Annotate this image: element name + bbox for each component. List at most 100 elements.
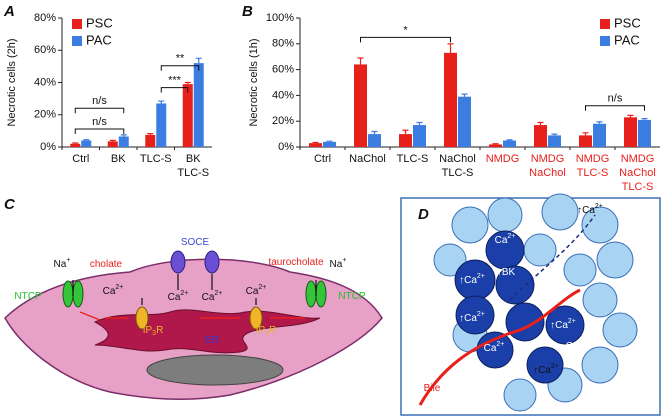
x-tick-label: NMDG NaChol TLC-S: [619, 153, 656, 193]
error-bar: [537, 121, 544, 126]
label-part: Ca: [566, 341, 579, 352]
label-part: ↑Ca: [533, 365, 551, 376]
label-part: NTCP: [338, 291, 366, 302]
error-bar: [416, 121, 423, 126]
legend-swatch: [72, 19, 82, 29]
panel-label: C: [4, 196, 16, 213]
label-part: ↑Ca: [459, 313, 477, 324]
label-part: 2+: [258, 284, 266, 291]
bar: [323, 141, 336, 147]
label-part: R: [156, 325, 163, 336]
label-part: Ca: [495, 235, 508, 246]
diagram-c-label: Ca2+: [103, 284, 124, 297]
diagram-c-label: NTCP: [338, 291, 366, 302]
significance-label: **: [176, 53, 185, 65]
bar: [354, 64, 367, 147]
label-part: 2+: [507, 233, 515, 240]
x-tick-label: Ctrl: [314, 153, 331, 165]
label-part: IP: [143, 325, 153, 336]
diagram-c-label: taurocholate: [268, 257, 323, 268]
bar: [503, 140, 516, 147]
label-part: NTCP: [14, 291, 42, 302]
label-part: Na: [54, 259, 67, 270]
error-bar: [357, 57, 364, 65]
y-tick-label: 60%: [272, 64, 294, 76]
er: [93, 309, 321, 354]
label-part: 2+: [578, 339, 586, 346]
error-bar: [402, 129, 409, 135]
dark-cells: [454, 230, 585, 384]
legend-swatch: [72, 36, 82, 46]
x-tick-label: TLC-S: [397, 153, 429, 165]
diagram-c-label: Na+: [330, 257, 347, 270]
error-bar: [641, 118, 648, 120]
bar: [624, 117, 637, 147]
label-part: Ca: [484, 343, 497, 354]
y-axis-label: Necrotic cells (2h): [6, 38, 18, 126]
legend-swatch: [600, 19, 610, 29]
error-bar: [326, 140, 333, 142]
significance-bracket: [160, 65, 200, 71]
error-bar: [371, 130, 378, 135]
bar: [182, 84, 193, 147]
y-tick-label: 60%: [34, 44, 56, 56]
bar: [444, 52, 457, 147]
y-tick-label: 100%: [266, 12, 294, 24]
y-tick-label: 0%: [40, 141, 56, 153]
error-bar: [83, 139, 90, 141]
red-arrows: [79, 311, 305, 321]
panel-label: B: [242, 3, 253, 20]
label-part: ↑Ca: [550, 320, 568, 331]
error-bar: [551, 133, 558, 136]
significance-bracket: [74, 107, 125, 114]
y-tick-label: 80%: [34, 12, 56, 24]
panel-label: D: [418, 206, 429, 223]
label-part: Na: [330, 259, 343, 270]
error-bar: [596, 121, 603, 124]
diagram-c-label: IP3R: [143, 325, 164, 337]
legend-label: PSC: [614, 15, 641, 30]
significance-label: n/s: [92, 95, 107, 107]
light-cells: [433, 193, 638, 412]
error-bar: [447, 43, 454, 53]
error-bar: [72, 142, 79, 144]
label-part: ↑Ca: [459, 275, 477, 286]
dashed-path: [509, 214, 596, 301]
x-tick-label: NaChol TLC-S: [439, 153, 476, 179]
bar: [193, 63, 204, 147]
arrows: [72, 274, 317, 305]
label-part: 2+: [214, 290, 222, 297]
label-part: 2+: [180, 290, 188, 297]
bar: [70, 143, 81, 147]
x-tick-label: NMDG NaChol: [529, 153, 566, 179]
significance-label: ***: [168, 75, 182, 87]
panel-label: A: [3, 3, 15, 20]
diagram-d-label: ↑Ca2+: [533, 363, 559, 376]
diagram-c-label: ER: [205, 335, 219, 346]
label-part: 2+: [477, 273, 485, 280]
diagram-c-label: Ca2+: [202, 290, 223, 303]
bar: [593, 123, 606, 147]
tissue-diagram: [400, 193, 661, 416]
error-bar: [312, 141, 319, 144]
label-part: Ca: [103, 286, 116, 297]
bar: [81, 140, 92, 147]
legend-swatch: [600, 36, 610, 46]
bar: [579, 135, 592, 147]
diagram-c-label: cholate: [90, 259, 123, 270]
x-tick-label: TLC-S: [140, 153, 172, 165]
error-bar: [120, 134, 127, 137]
bar: [638, 119, 651, 147]
diagram-c-label: Ca2+: [168, 290, 189, 303]
bar: [413, 125, 426, 147]
y-tick-label: 20%: [34, 109, 56, 121]
bar: [534, 125, 547, 147]
ip3r: [135, 306, 263, 330]
legend-label: PSC: [86, 15, 113, 30]
diagram-d-label: ↑Ca2+: [550, 318, 576, 331]
x-tick-label: NaChol: [349, 153, 386, 165]
diagram-d-label: ↑BK: [497, 267, 516, 278]
bar: [399, 134, 412, 147]
error-bar: [461, 93, 468, 97]
diagram-d-label: ↑Ca2+: [459, 311, 485, 324]
